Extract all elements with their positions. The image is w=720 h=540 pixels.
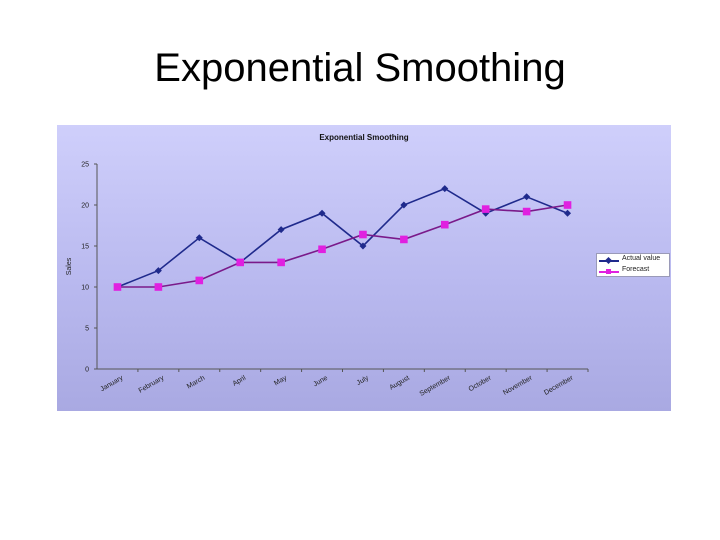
legend: Actual value Forecast bbox=[596, 253, 670, 277]
data-point-actual bbox=[441, 185, 449, 193]
slide-title: Exponential Smoothing bbox=[154, 46, 566, 90]
chart-title: Exponential Smoothing bbox=[319, 133, 408, 142]
data-point-forecast bbox=[318, 245, 326, 254]
data-point-actual bbox=[318, 209, 326, 217]
legend-diamond-marker bbox=[604, 256, 613, 265]
line-chart: Exponential Smoothing Sales 0 5 10 15 20 25 Ja… bbox=[66, 133, 589, 398]
data-point-actual bbox=[400, 201, 408, 209]
data-point-actual bbox=[564, 209, 572, 217]
data-point-actual bbox=[523, 193, 531, 201]
legend-label: Forecast bbox=[622, 266, 650, 273]
data-point-forecast bbox=[113, 283, 122, 291]
data-point-forecast bbox=[277, 258, 285, 267]
x-tick-label: October bbox=[468, 374, 494, 393]
x-tick-label: July bbox=[356, 374, 371, 387]
series-line-forecast bbox=[117, 204, 568, 288]
y-tick-label: 5 bbox=[85, 326, 89, 333]
x-tick-label: March bbox=[186, 375, 206, 391]
legend-item-forecast: Forecast bbox=[599, 266, 669, 277]
y-tick-label: 20 bbox=[81, 203, 89, 210]
data-point-forecast bbox=[195, 276, 204, 285]
plot-layer: 0 5 10 15 20 25 January February March April May Ju… bbox=[81, 162, 589, 398]
x-tick-label: February bbox=[138, 374, 166, 394]
x-tick-label: April bbox=[232, 374, 248, 387]
data-point-actual bbox=[277, 226, 285, 234]
y-axis-title: Sales bbox=[66, 257, 73, 275]
data-point-actual bbox=[359, 242, 367, 250]
data-point-forecast bbox=[236, 258, 245, 267]
legend-item-actual: Actual value bbox=[599, 255, 669, 266]
data-point-forecast bbox=[563, 201, 572, 209]
y-tick-label: 10 bbox=[81, 285, 89, 292]
x-tick-label: November bbox=[502, 374, 534, 397]
x-tick-label: June bbox=[312, 375, 329, 389]
legend-label: Actual value bbox=[622, 255, 661, 262]
data-point-actual bbox=[154, 267, 162, 275]
x-tick-label: December bbox=[543, 374, 575, 397]
legend-square-marker bbox=[606, 269, 611, 274]
series-line-actual bbox=[117, 187, 568, 288]
y-tick-label: 25 bbox=[81, 162, 89, 169]
y-tick-label: 0 bbox=[85, 367, 89, 374]
data-point-forecast bbox=[359, 230, 367, 239]
data-point-forecast bbox=[154, 283, 163, 291]
data-point-forecast bbox=[522, 207, 531, 216]
x-tick-label: August bbox=[388, 375, 410, 392]
data-point-forecast bbox=[400, 235, 408, 244]
x-tick-label: January bbox=[99, 374, 124, 393]
data-point-actual bbox=[195, 234, 203, 242]
data-point-forecast bbox=[440, 220, 449, 229]
data-point-forecast bbox=[481, 205, 490, 213]
chart-area: Exponential Smoothing Sales 0 5 10 15 20 25 Ja… bbox=[57, 125, 671, 411]
x-tick-label: May bbox=[273, 374, 288, 387]
y-tick-label: 15 bbox=[81, 244, 89, 251]
x-tick-label: September bbox=[419, 374, 453, 398]
